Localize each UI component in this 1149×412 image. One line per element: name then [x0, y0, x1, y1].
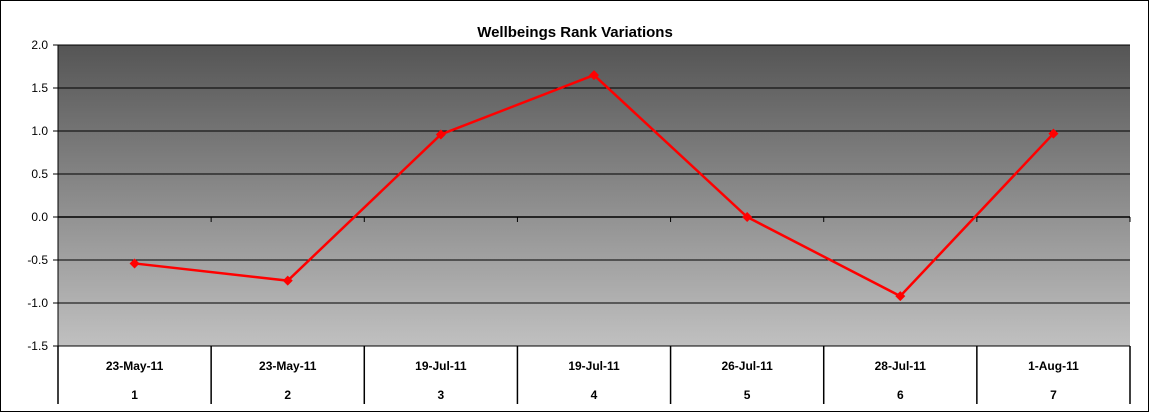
x-index-label: 3 [438, 388, 445, 402]
data-point-marker [435, 129, 446, 140]
y-tick-label: 1.5 [31, 81, 48, 95]
y-tick-label: 2.0 [31, 38, 48, 52]
y-tick-label: -0.5 [27, 253, 48, 267]
y-tick-label: -1.0 [27, 296, 48, 310]
x-index-label: 5 [744, 388, 751, 402]
data-point-marker [1048, 128, 1059, 139]
x-index-label: 4 [591, 388, 598, 402]
y-tick-label: 0.0 [31, 210, 48, 224]
x-date-label: 1-Aug-11 [1028, 359, 1079, 373]
y-tick-label: 0.5 [31, 167, 48, 181]
data-point-marker [589, 70, 599, 81]
data-point-marker [282, 275, 293, 286]
data-point-marker [129, 258, 140, 269]
x-date-label: 19-Jul-11 [568, 359, 620, 373]
y-tick-label: -1.5 [27, 339, 48, 353]
axis-layer [53, 44, 1131, 404]
x-index-label: 6 [897, 388, 904, 402]
data-point-marker [895, 291, 906, 302]
x-date-label: 23-May-11 [259, 359, 317, 373]
data-point-marker [742, 212, 753, 222]
y-tick-label: 1.0 [31, 124, 48, 138]
x-index-label: 2 [284, 388, 291, 402]
x-category-labels: 23-May-11 1 23-May-11 2 19-Jul-11 3 19-Jul-11 4… [106, 359, 1079, 402]
series-layer [129, 70, 1059, 302]
x-date-label: 19-Jul-11 [415, 359, 467, 373]
x-date-label: 26-Jul-11 [721, 359, 773, 373]
x-date-label: 23-May-11 [106, 359, 164, 373]
chart-title: Wellbeings Rank Variations [477, 24, 673, 41]
x-date-label: 28-Jul-11 [875, 359, 927, 373]
plot-area [58, 45, 1130, 346]
x-index-label: 1 [131, 388, 138, 402]
y-tick-labels: 2.0 1.5 1.0 0.5 0.0 -0.5 -1.0 -1.5 [27, 38, 48, 353]
x-index-label: 7 [1050, 388, 1057, 402]
